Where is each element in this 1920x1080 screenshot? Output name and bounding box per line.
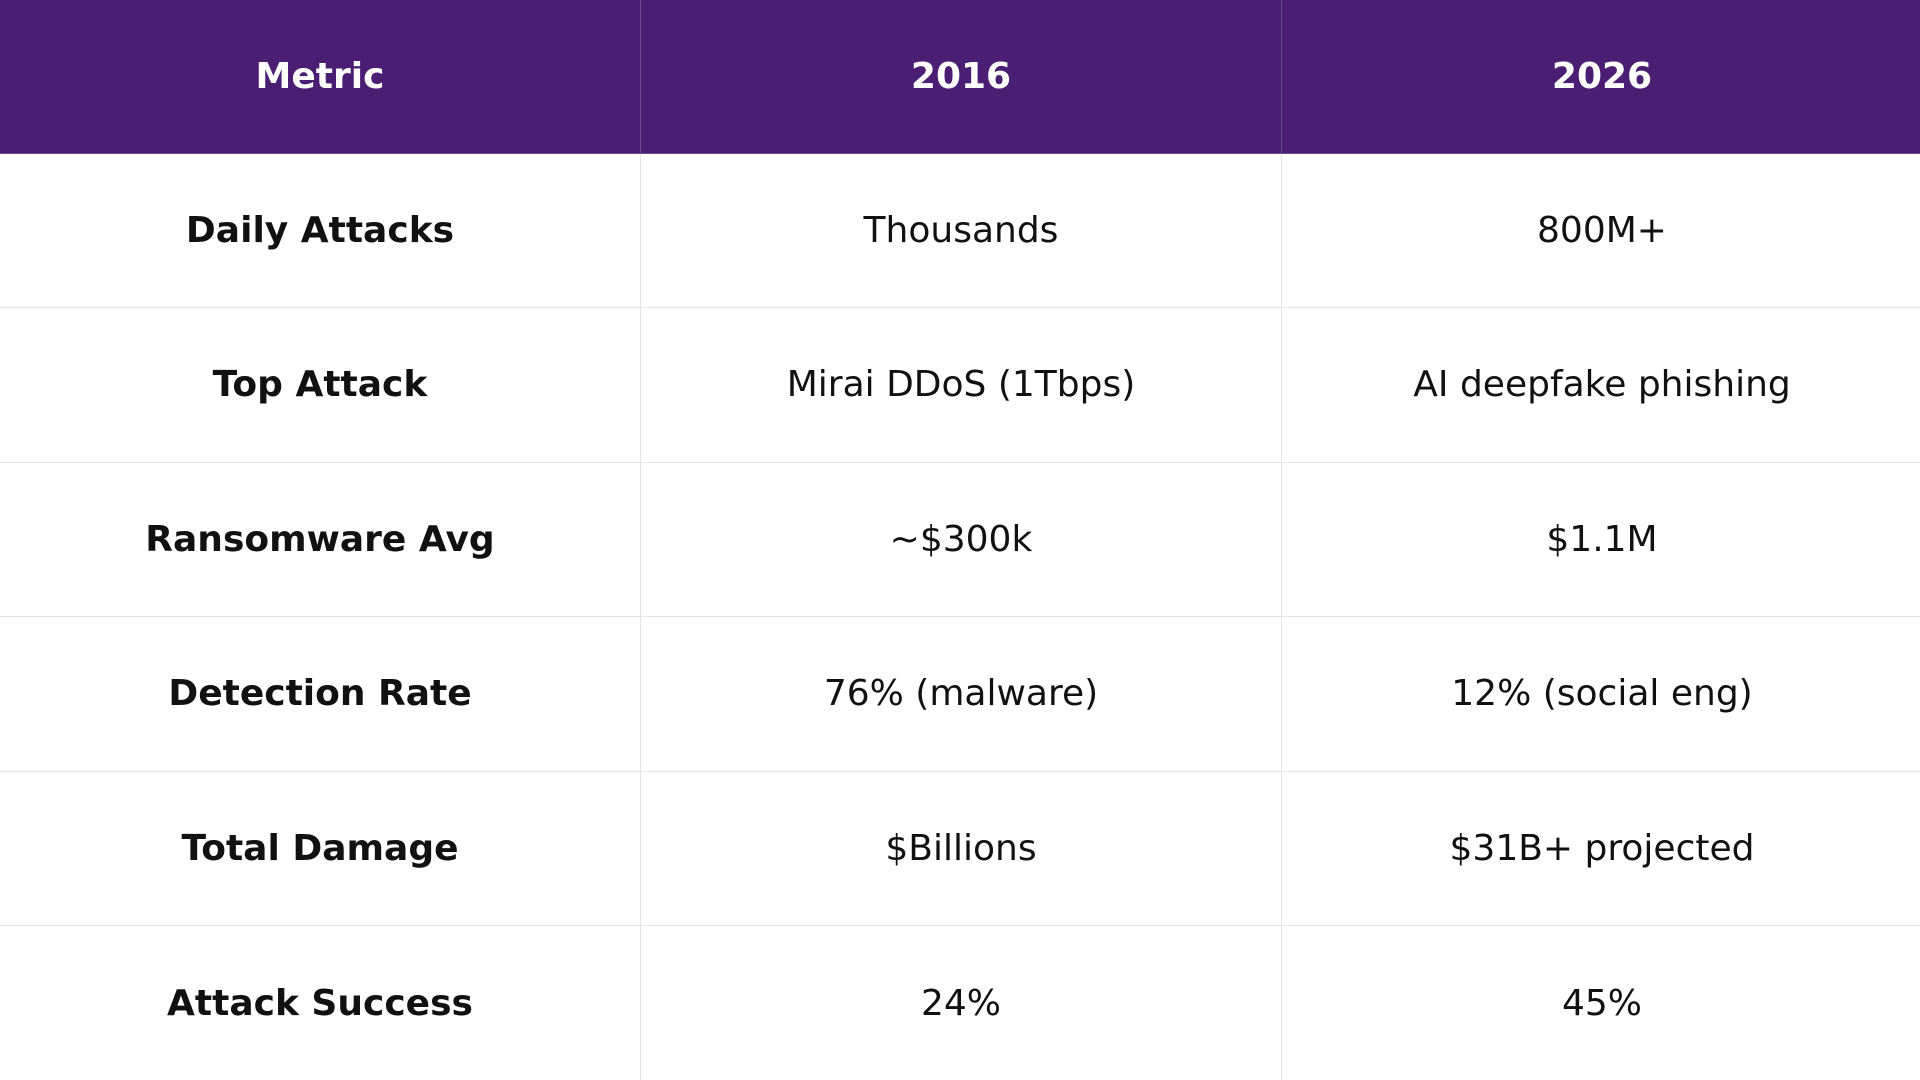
value-cell: 45%	[1281, 925, 1920, 1080]
header-row: Metric 2016 2026	[0, 0, 1920, 154]
value-cell: Mirai DDoS (1Tbps)	[640, 307, 1282, 463]
table-row: Daily Attacks Thousands 800M+	[0, 152, 1920, 308]
value-cell: $Billions	[640, 770, 1282, 926]
metric-cell: Total Damage	[0, 770, 641, 926]
table-row: Attack Success 24% 45%	[0, 925, 1920, 1080]
header-cell: 2016	[640, 0, 1282, 154]
metric-cell: Detection Rate	[0, 616, 641, 772]
metric-cell: Ransomware Avg	[0, 461, 641, 617]
table-header: Metric 2016 2026	[0, 0, 1920, 154]
value-cell: 76% (malware)	[640, 616, 1282, 772]
value-cell: 24%	[640, 925, 1282, 1080]
value-cell: $31B+ projected	[1281, 770, 1920, 926]
header-cell: Metric	[0, 0, 641, 154]
metric-cell: Daily Attacks	[0, 152, 641, 308]
table-row: Ransomware Avg ~$300k $1.1M	[0, 461, 1920, 617]
table-body: Daily Attacks Thousands 800M+ Top Attack Mir…	[0, 152, 1920, 1080]
value-cell: AI deepfake phishing	[1281, 307, 1920, 463]
table-row: Detection Rate 76% (malware) 12% (social e…	[0, 616, 1920, 772]
value-cell: 800M+	[1281, 152, 1920, 308]
table-row: Total Damage $Billions $31B+ projected	[0, 770, 1920, 926]
value-cell: $1.1M	[1281, 461, 1920, 617]
table-row: Top Attack Mirai DDoS (1Tbps) AI deepfake …	[0, 307, 1920, 463]
header-cell: 2026	[1281, 0, 1920, 154]
value-cell: 12% (social eng)	[1281, 616, 1920, 772]
metric-cell: Top Attack	[0, 307, 641, 463]
metric-cell: Attack Success	[0, 925, 641, 1080]
value-cell: Thousands	[640, 152, 1282, 308]
value-cell: ~$300k	[640, 461, 1282, 617]
